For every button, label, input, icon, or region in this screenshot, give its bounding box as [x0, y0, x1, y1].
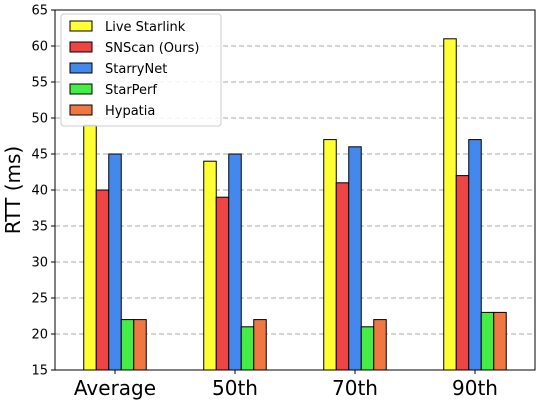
bar-live-starlink-50th	[203, 160, 217, 371]
x-tick-label: 70th	[332, 376, 378, 400]
bar-snscan-ours--50th	[215, 196, 230, 371]
y-tick-label: 35	[31, 220, 48, 235]
legend-entry-label: StarPerf	[105, 83, 157, 98]
bar-snscan-ours--90th	[455, 175, 470, 371]
bar-hypatia-90th	[493, 311, 507, 371]
x-tick-labels: Average 50th 70th 90th	[74, 370, 498, 400]
bar-starrynet-70th	[348, 146, 362, 371]
bar-starperf-50th	[240, 326, 255, 371]
bar-live-starlink-average	[83, 124, 97, 371]
bar-starrynet-90th	[468, 139, 482, 371]
legend-swatch	[69, 83, 93, 95]
bar-hypatia-50th	[253, 319, 267, 371]
y-tick-label: 60	[31, 40, 48, 55]
bar-starperf-90th	[480, 311, 495, 371]
legend-swatch	[69, 62, 93, 74]
y-tick-label: 30	[31, 256, 48, 271]
bar-live-starlink-70th	[323, 139, 337, 371]
bar-starrynet-average	[108, 153, 122, 371]
legend-entry-label: StarryNet	[105, 62, 167, 77]
bar-starrynet-50th	[228, 153, 242, 371]
y-tick-label: 50	[31, 112, 48, 127]
x-tick-label: Average	[74, 376, 156, 400]
bar-hypatia-average	[133, 319, 147, 371]
y-tick-label: 20	[31, 328, 48, 343]
bar-hypatia-70th	[373, 319, 387, 371]
legend-swatch	[69, 104, 93, 116]
legend-swatch	[69, 20, 93, 32]
bar-snscan-ours--70th	[335, 182, 350, 371]
bar-live-starlink-90th	[443, 38, 457, 371]
y-tick-label: 55	[31, 76, 48, 91]
legend-swatch	[69, 41, 93, 53]
legend-entry-label: Live Starlink	[105, 20, 186, 35]
x-tick-label: 90th	[452, 376, 498, 400]
legend: Live Starlink SNScan (Ours) StarryNet StarP…	[60, 13, 222, 127]
y-tick-label: 15	[31, 364, 48, 379]
y-tick-labels: 15 20 25 30 35 40 45 50 55 60 65	[31, 4, 55, 379]
y-tick-label: 40	[31, 184, 48, 199]
bar-starperf-average	[120, 319, 135, 371]
bar-starperf-70th	[360, 326, 375, 371]
legend-entry-label: SNScan (Ours)	[105, 41, 199, 56]
bar-snscan-ours--average	[95, 189, 110, 371]
y-tick-label: 25	[31, 292, 48, 307]
legend-box	[60, 13, 222, 127]
y-tick-label: 45	[31, 148, 48, 163]
x-tick-label: 50th	[212, 376, 258, 400]
y-tick-label: 65	[31, 4, 48, 19]
legend-entry-label: Hypatia	[105, 104, 155, 119]
y-axis-label: RTT (ms)	[1, 146, 25, 234]
bars	[83, 38, 507, 371]
